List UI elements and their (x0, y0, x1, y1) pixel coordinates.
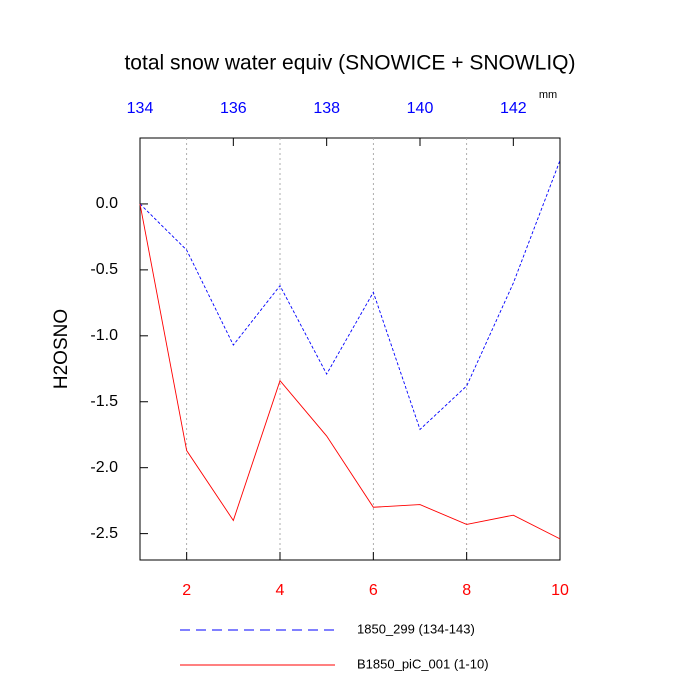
x2-tick-label: 142 (500, 100, 527, 117)
x-tick-label: 4 (276, 582, 285, 599)
y-tick-label: -1.5 (90, 393, 118, 410)
x-tick-label: 2 (182, 582, 191, 599)
x2-tick-label: 134 (127, 100, 154, 117)
x-tick-label: 6 (369, 582, 378, 599)
x2-unit: mm (539, 89, 557, 101)
x2-tick-label: 140 (407, 100, 434, 117)
series-line (139, 160, 561, 431)
x2-tick-label: 138 (313, 100, 340, 117)
y-tick-label: 0.0 (96, 195, 118, 212)
series-line (139, 203, 561, 540)
x-tick-label: 10 (551, 582, 569, 599)
y-tick-label: -2.5 (90, 525, 118, 542)
legend-label: B1850_piC_001 (1-10) (357, 656, 489, 671)
x-tick-label: 8 (462, 582, 471, 599)
y-axis-label: H2OSNO (51, 309, 72, 389)
y-tick-label: -2.0 (90, 459, 118, 476)
y-tick-label: -0.5 (90, 261, 118, 278)
x2-tick-label: 136 (220, 100, 247, 117)
plot-frame (139, 137, 561, 561)
chart-title: total snow water equiv (SNOWICE + SNOWLI… (124, 52, 575, 75)
legend-label: 1850_299 (134-143) (357, 621, 475, 636)
y-tick-label: -1.0 (90, 327, 118, 344)
